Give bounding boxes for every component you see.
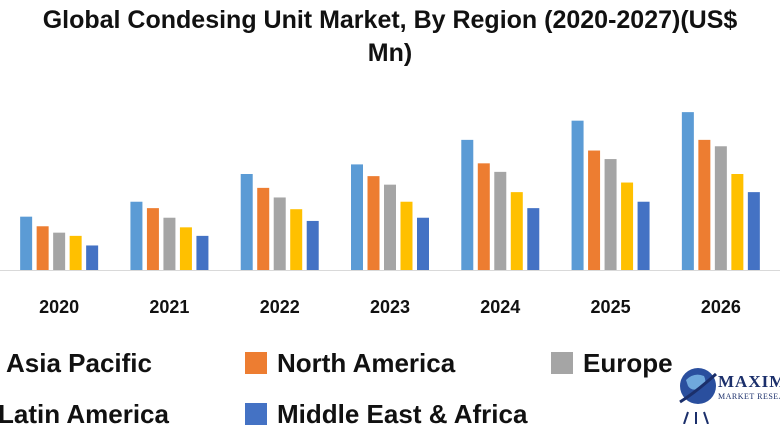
x-tick-label-2022: 2022 xyxy=(260,297,300,317)
bar-2025-2 xyxy=(604,159,617,270)
x-tick-label-2020: 2020 xyxy=(39,297,79,317)
bar-2023-3 xyxy=(400,201,413,270)
chart-title-line-1: Global Condesing Unit Market, By Region … xyxy=(42,6,738,34)
legend-label-asia-pacific: Asia Pacific xyxy=(6,347,152,378)
bar-2025-1 xyxy=(588,150,601,270)
bar-2024-2 xyxy=(494,171,507,270)
bar-2022-2 xyxy=(273,197,286,270)
bar-2025-3 xyxy=(621,182,634,270)
logo-text: MAXIMIZE xyxy=(718,372,780,391)
chart-title: Global Condesing Unit Market, By Region … xyxy=(0,4,780,70)
bar-2020-2 xyxy=(53,232,66,270)
bar-2025-0 xyxy=(571,120,584,271)
chart-title-line-2: Mn) xyxy=(367,39,413,67)
bar-2021-2 xyxy=(163,217,176,270)
bar-2026-0 xyxy=(681,112,694,270)
bar-2021-4 xyxy=(196,235,209,270)
legend-item-asia-pacific: Asia Pacific xyxy=(0,346,152,380)
legend-item-europe: Europe xyxy=(551,346,673,380)
bar-2026-4 xyxy=(747,192,760,270)
bar-2023-0 xyxy=(351,164,363,270)
legend-label-north-america: North America xyxy=(277,347,456,378)
bar-2021-1 xyxy=(146,208,159,270)
bar-2022-1 xyxy=(257,187,270,270)
bar-2022-3 xyxy=(290,209,303,270)
legend-swatch-europe xyxy=(551,352,573,374)
legend-label-middle-east-africa: Middle East & Africa xyxy=(277,398,528,429)
bar-2023-4 xyxy=(417,217,429,270)
bar-2020-3 xyxy=(69,235,82,270)
bar-2026-3 xyxy=(731,174,744,270)
bar-2023-1 xyxy=(367,176,380,270)
x-tick-label-2026: 2026 xyxy=(701,297,741,317)
bar-2023-2 xyxy=(384,184,396,270)
legend-swatch-north-america xyxy=(245,352,267,374)
bar-2021-3 xyxy=(179,227,192,270)
bar-2020-0 xyxy=(20,216,33,270)
globe-icon xyxy=(679,368,718,424)
x-tick-label-2025: 2025 xyxy=(591,297,631,317)
x-tick-label-2023: 2023 xyxy=(370,297,410,317)
bar-2024-1 xyxy=(477,163,490,270)
x-tick-label-2024: 2024 xyxy=(480,297,520,317)
bar-2020-1 xyxy=(36,226,49,270)
bar-2025-4 xyxy=(637,201,650,270)
bar-2020-4 xyxy=(86,245,99,270)
bar-2024-0 xyxy=(461,139,474,270)
bar-2022-0 xyxy=(240,174,253,270)
legend-label-europe: Europe xyxy=(583,347,673,378)
bar-2024-3 xyxy=(510,192,523,270)
legend-item-latin-america: Latin America xyxy=(0,397,169,431)
x-tick-label-2021: 2021 xyxy=(149,297,189,317)
bar-2024-4 xyxy=(527,208,540,270)
legend-item-north-america: North America xyxy=(245,346,455,380)
legend-item-middle-east-africa: Middle East & Africa xyxy=(245,397,527,431)
bar-2022-4 xyxy=(306,220,319,270)
bar-2021-0 xyxy=(130,201,143,270)
bar-2026-2 xyxy=(714,146,727,270)
bar-2026-1 xyxy=(698,139,711,270)
legend-swatch-middle-east-africa xyxy=(245,403,267,425)
company-logo: MAXIMIZE MARKET RESEARCH xyxy=(674,358,780,428)
legend-label-latin-america: Latin America xyxy=(0,398,169,429)
logo-subtext: MARKET RESEARCH xyxy=(718,392,780,401)
